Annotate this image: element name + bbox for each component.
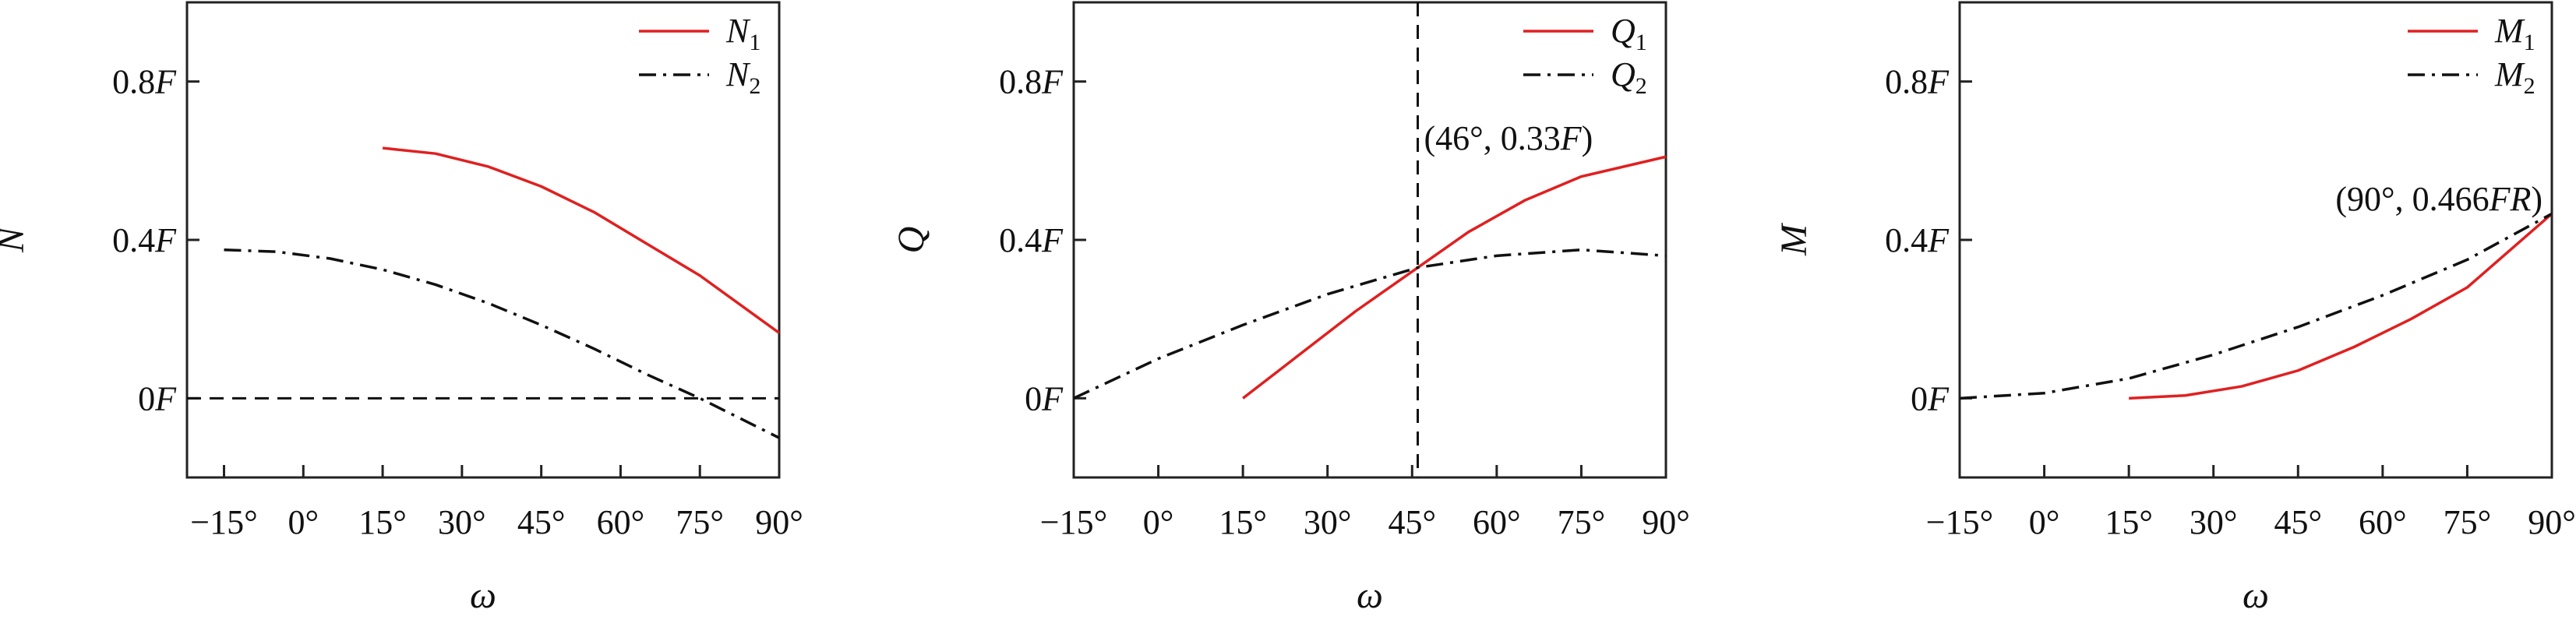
- x-tick-label: 30°: [2190, 503, 2238, 541]
- x-tick-label: 30°: [438, 503, 486, 541]
- y-axis-label: N: [0, 225, 32, 253]
- x-tick-label: 60°: [1473, 503, 1521, 541]
- series-line-q1: [1242, 155, 1667, 400]
- x-tick-label: 75°: [2444, 503, 2492, 541]
- annotation-label: (90°, 0.466FR): [2335, 180, 2542, 218]
- x-tick-label: −15°: [190, 503, 257, 541]
- series-line-m2: [1959, 212, 2553, 400]
- plot-frame: [1958, 1, 2553, 479]
- x-tick-label: 0°: [2029, 503, 2060, 541]
- x-tick-label: 90°: [2528, 503, 2576, 541]
- x-tick-label: 75°: [676, 503, 724, 541]
- x-tick-label: 0°: [288, 503, 319, 541]
- x-tick-label: 0°: [1143, 503, 1174, 541]
- series-line-n1: [382, 146, 781, 334]
- chart-panel-2: 0F 0.4F 0.8F −15° 0° 15° 30° 45° 60° 75° 90° Qω Q1Q2…: [891, 1, 1690, 616]
- x-axis-label: ω: [1357, 575, 1383, 616]
- x-tick-label: 90°: [1642, 503, 1690, 541]
- x-tick-label: −15°: [1926, 503, 1993, 541]
- x-tick-label: 75°: [1558, 503, 1606, 541]
- legend-label: Q1: [1611, 12, 1647, 55]
- x-tick-label: 45°: [2274, 503, 2322, 541]
- y-axis-label: Q: [891, 227, 932, 254]
- x-axis-label: ω: [2243, 575, 2269, 616]
- legend-label: N1: [725, 12, 760, 55]
- plot-frame: [1072, 1, 1667, 479]
- y-tick-label: 0.4F: [999, 221, 1064, 259]
- x-tick-label: 30°: [1304, 503, 1352, 541]
- series-line-q2: [1073, 248, 1667, 400]
- x-tick-label: 45°: [1388, 503, 1436, 541]
- x-tick-label: −15°: [1040, 503, 1107, 541]
- y-tick-label: 0.4F: [1885, 221, 1950, 259]
- x-tick-label: 60°: [2359, 503, 2407, 541]
- chart-panel-3: 0F 0.4F 0.8F −15° 0° 15° 30° 45° 60° 75° 90° Mω M1M2…: [1773, 1, 2576, 616]
- legend-label: N2: [725, 55, 760, 99]
- legend-label: Q2: [1611, 55, 1647, 99]
- y-tick-label: 0.4F: [112, 221, 177, 259]
- legend-label: M2: [2494, 55, 2535, 99]
- x-tick-label: 15°: [1219, 503, 1267, 541]
- x-axis-label: ω: [470, 575, 496, 616]
- x-tick-label: 90°: [755, 503, 803, 541]
- y-tick-label: 0.8F: [112, 63, 177, 101]
- x-tick-label: 15°: [358, 503, 407, 541]
- x-tick-label: 60°: [597, 503, 645, 541]
- annotation-label: (46°, 0.33F): [1424, 119, 1593, 157]
- y-tick-label: 0.8F: [1885, 63, 1950, 101]
- y-tick-label: 0F: [1911, 379, 1950, 417]
- y-tick-label: 0F: [1025, 379, 1064, 417]
- x-tick-label: 45°: [517, 503, 566, 541]
- legend-label: M1: [2494, 12, 2535, 55]
- series-line-m1: [2129, 213, 2553, 400]
- y-axis-label: M: [1773, 222, 1815, 256]
- y-tick-label: 0F: [138, 379, 177, 417]
- y-tick-label: 0.8F: [999, 63, 1064, 101]
- x-tick-label: 15°: [2105, 503, 2153, 541]
- series-line-n2: [224, 248, 780, 439]
